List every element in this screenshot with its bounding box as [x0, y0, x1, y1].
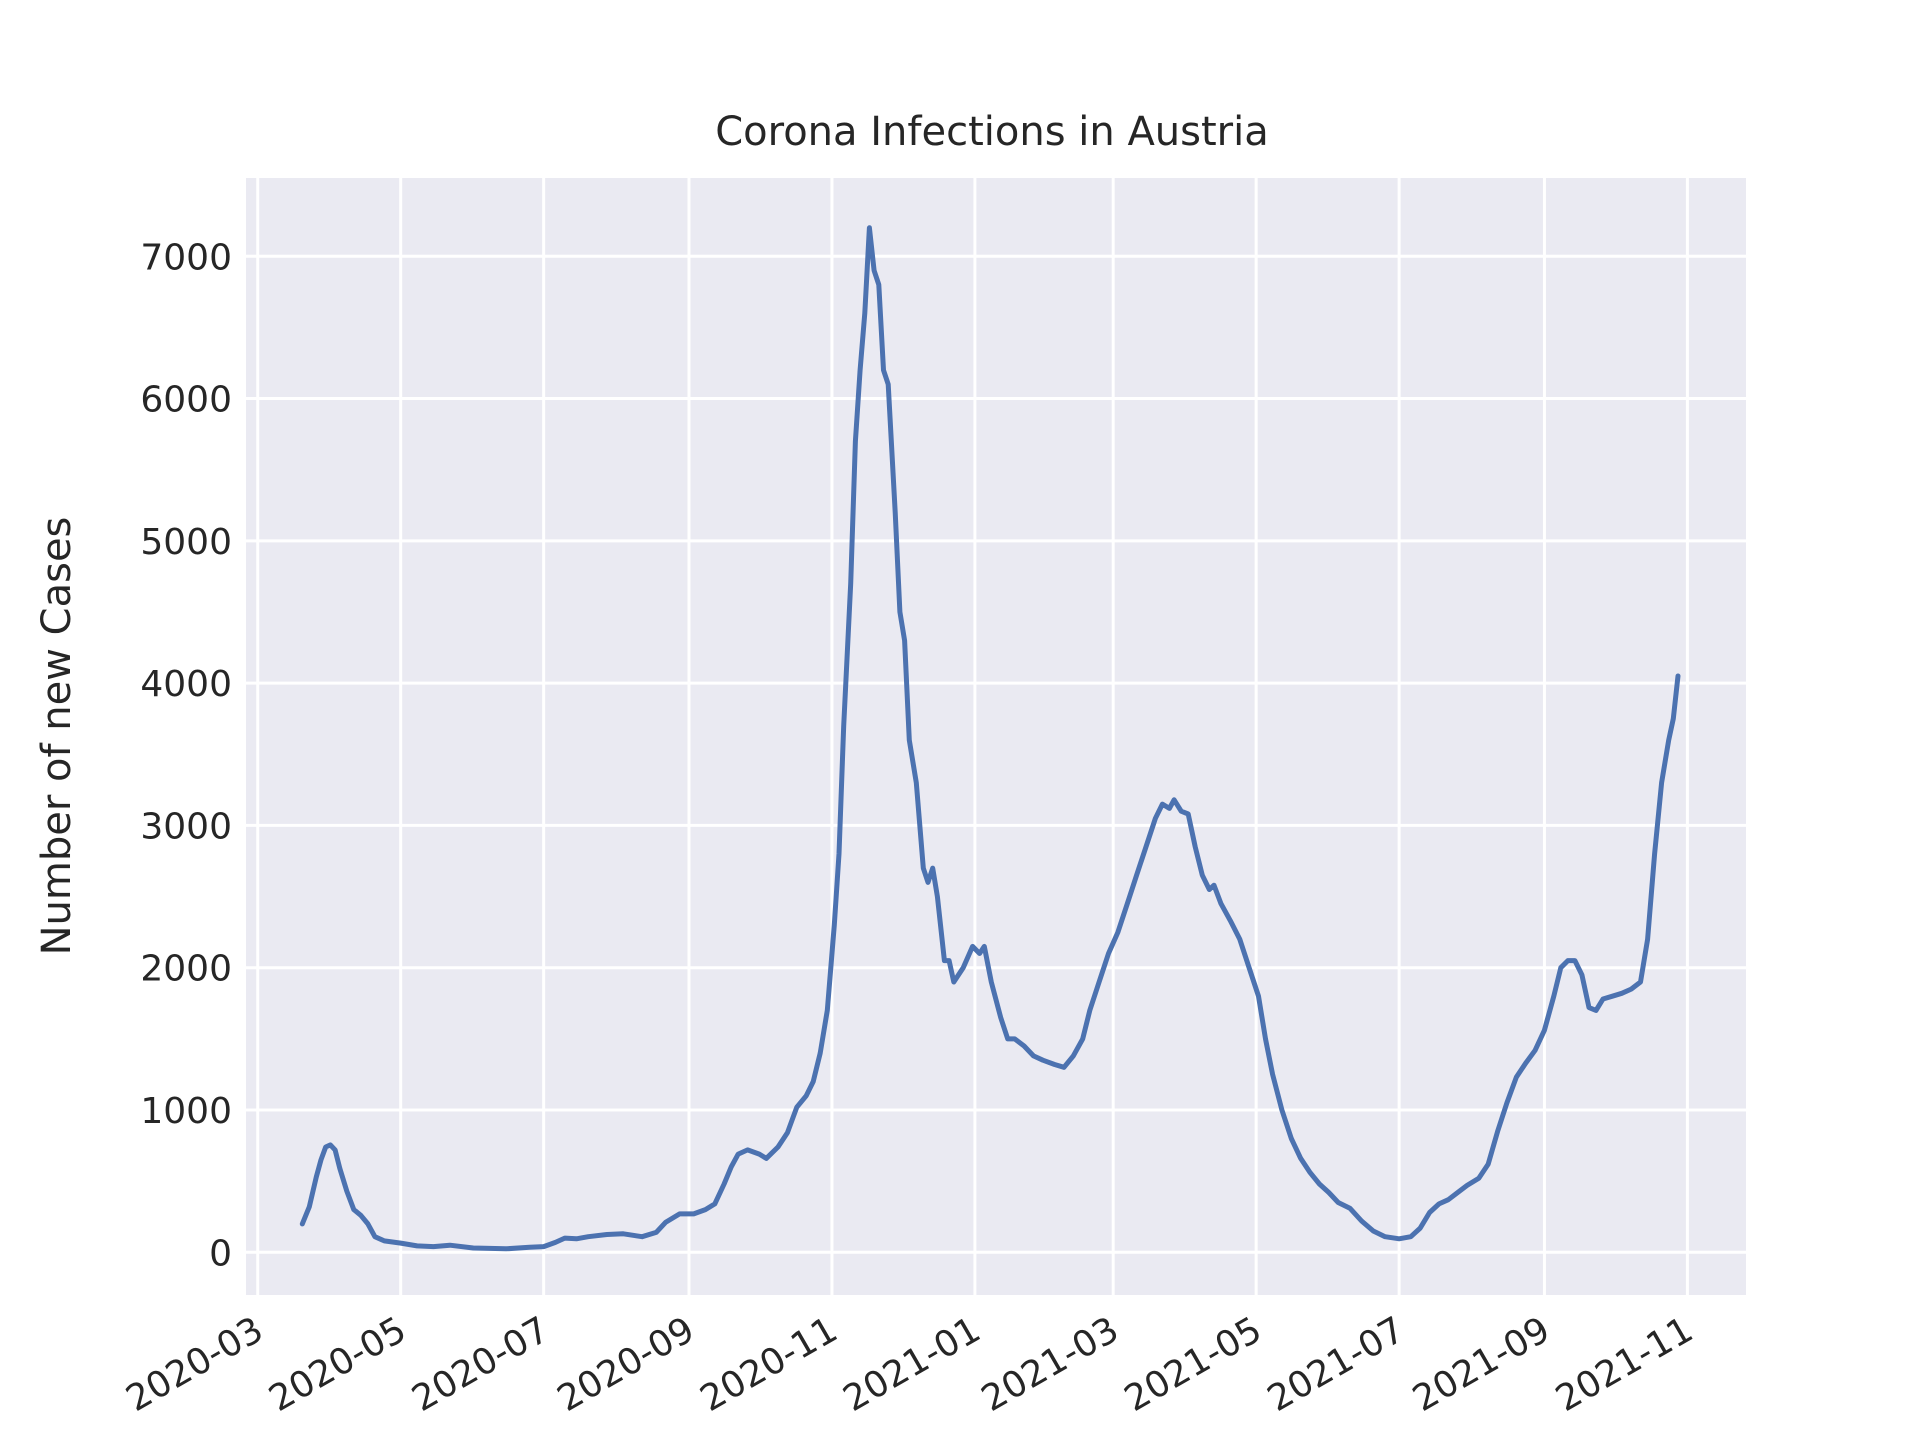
x-tick-label: 2021-03 [975, 1309, 1126, 1420]
y-tick-label: 6000 [140, 380, 232, 421]
grid-lines [246, 178, 1746, 1295]
y-axis-ticks: 0 1000 2000 3000 4000 5000 6000 7000 [140, 237, 232, 1274]
y-tick-label: 2000 [140, 949, 232, 990]
x-tick-label: 2021-01 [837, 1309, 988, 1420]
y-tick-label: 0 [209, 1233, 232, 1274]
x-tick-label: 2020-03 [119, 1309, 270, 1420]
x-tick-label: 2020-11 [694, 1309, 845, 1420]
x-tick-label: 2021-09 [1406, 1309, 1557, 1420]
y-axis-label: Number of new Cases [34, 517, 80, 956]
x-tick-label: 2021-11 [1549, 1309, 1700, 1420]
plot-area [246, 178, 1746, 1295]
x-tick-label: 2020-05 [262, 1309, 413, 1420]
y-tick-label: 3000 [140, 806, 232, 847]
x-tick-label: 2020-09 [551, 1309, 702, 1420]
y-tick-label: 5000 [140, 522, 232, 563]
chart-title: Corona Infections in Austria [715, 109, 1269, 155]
y-tick-label: 4000 [140, 664, 232, 705]
x-tick-label: 2021-07 [1261, 1309, 1412, 1420]
series-line [299, 225, 1681, 1252]
y-tick-label: 7000 [140, 237, 232, 278]
x-tick-label: 2020-07 [405, 1309, 556, 1420]
x-axis-ticks: 2020-032020-052020-072020-092020-112021-… [119, 1309, 1699, 1420]
x-tick-label: 2021-05 [1118, 1309, 1269, 1420]
y-tick-label: 1000 [140, 1091, 232, 1132]
